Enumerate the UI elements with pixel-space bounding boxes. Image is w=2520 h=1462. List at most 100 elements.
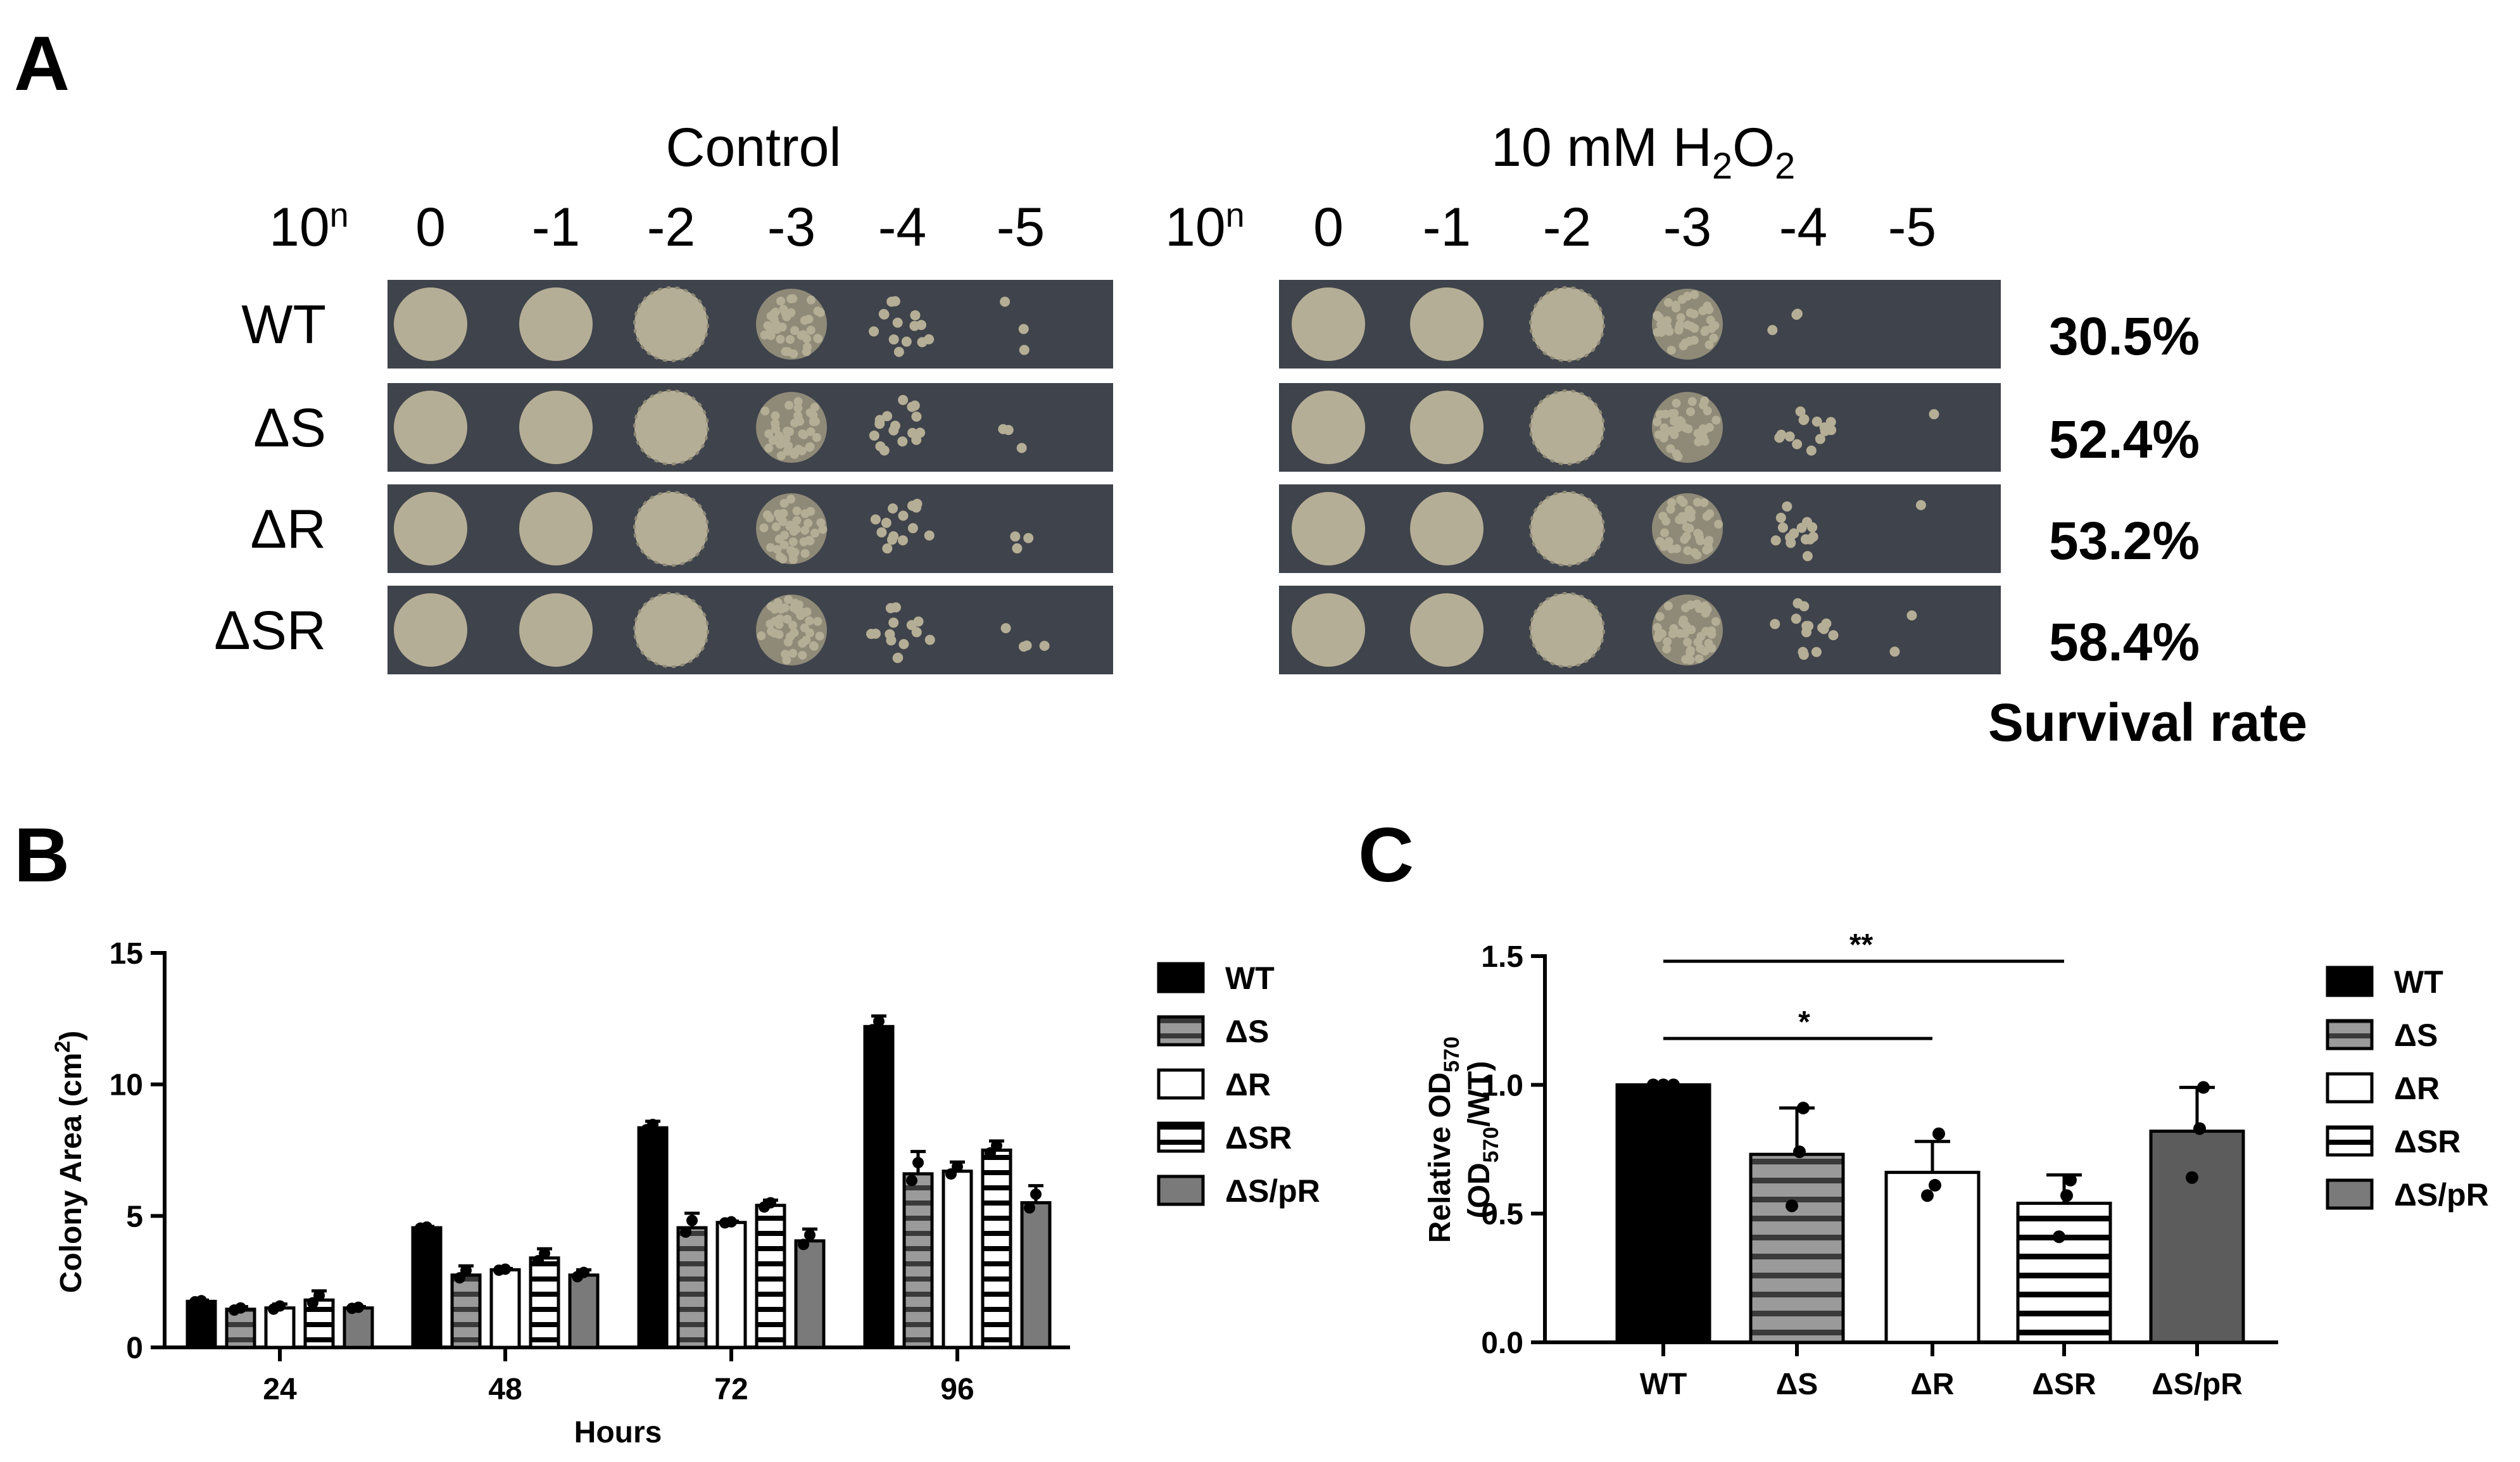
colony [1685, 308, 1695, 318]
colony [767, 326, 776, 336]
colony [1663, 602, 1673, 611]
colony [1654, 430, 1663, 439]
colony [1661, 517, 1671, 526]
colony [924, 530, 935, 541]
colony [779, 305, 788, 314]
chart-c-bar [1884, 1171, 1981, 1344]
colony [810, 417, 820, 426]
colony [1686, 600, 1696, 610]
chart-c-bar [2016, 1201, 2112, 1344]
colony [1703, 301, 1712, 311]
colony [1795, 406, 1806, 417]
colony [911, 411, 922, 422]
colony [915, 427, 926, 438]
colony [1653, 633, 1663, 643]
chart-b-bar [863, 1024, 895, 1349]
chart-b-point [1024, 1202, 1035, 1214]
survival-rates: 30.5% 52.4% 53.2% 58.4% [2049, 306, 2200, 672]
chart-b-point [454, 1272, 465, 1284]
legend-swatch [2326, 1178, 2374, 1210]
plate-row [387, 586, 1113, 674]
chart-b-point [229, 1304, 240, 1316]
panel-b: B 0 5 10 15 24 48 72 96 Hours Colony Area (cm2)… [14, 812, 1320, 1449]
chart-c-point [2193, 1122, 2206, 1135]
dilution-label-h2o2: -3 [1663, 197, 1711, 258]
chart-b-point [532, 1255, 544, 1267]
colony [1811, 416, 1822, 427]
colony [1661, 319, 1671, 329]
chart-b-point [680, 1226, 691, 1238]
colony [1704, 340, 1714, 350]
colony [1687, 397, 1697, 406]
colony [1663, 298, 1673, 307]
colony [803, 343, 812, 352]
colony [1660, 528, 1669, 538]
colony [1662, 644, 1672, 653]
colony [1777, 522, 1788, 533]
colony [1782, 501, 1792, 512]
colony [776, 605, 786, 614]
colony [786, 294, 796, 303]
colony [812, 432, 821, 442]
chart-b-bar [568, 1273, 600, 1349]
colony [800, 623, 809, 633]
chart-c-bar [1749, 1152, 1845, 1344]
chart-b-bar [637, 1126, 669, 1349]
colony [881, 517, 891, 528]
colony [1711, 415, 1721, 425]
chart-b-bar [264, 1306, 296, 1349]
colony [800, 549, 810, 558]
colony [1811, 646, 1822, 657]
chart-b-point [415, 1222, 426, 1234]
spot-lawn [634, 492, 708, 565]
survival-rate: 58.4% [2049, 612, 2200, 672]
colony [1701, 325, 1710, 335]
colony [1000, 623, 1011, 634]
plate-agar [387, 586, 1113, 674]
colony [1703, 406, 1712, 416]
colony [1021, 640, 1032, 651]
colony [788, 648, 798, 658]
h2o2-title-prefix: 10 mM H [1491, 117, 1712, 178]
spot-lawn [634, 593, 708, 667]
chart-b-point [945, 1168, 957, 1180]
colony [1682, 522, 1691, 532]
chart-b-point [1030, 1188, 1042, 1200]
colony [1655, 612, 1665, 621]
colony [876, 527, 887, 538]
colony [785, 335, 795, 344]
colony [1668, 629, 1677, 639]
spot-lawn [1530, 391, 1604, 464]
chart-b-point [873, 1015, 885, 1027]
colony [776, 451, 786, 460]
chart-b-ytick-label: 10 [110, 1069, 143, 1102]
colony [783, 426, 792, 436]
colony [1826, 425, 1837, 436]
colony [1799, 414, 1810, 425]
colony [907, 401, 917, 412]
chart-b-point [268, 1303, 279, 1315]
colony [1707, 643, 1717, 653]
chart-c-point [1657, 1078, 1670, 1092]
chart-b-point [313, 1289, 325, 1301]
colony [924, 634, 935, 645]
legend-label: ΔR [2394, 1071, 2440, 1106]
colony [1696, 536, 1705, 546]
chart-b-point [991, 1140, 1002, 1152]
chart-c-ytick-label: 0.5 [1481, 1198, 1523, 1232]
plate-row [387, 383, 1113, 472]
colony [1016, 443, 1027, 453]
colony [783, 347, 793, 356]
colony [775, 552, 784, 562]
colony [786, 632, 795, 641]
colony [1655, 410, 1665, 419]
spot-edge [633, 389, 709, 465]
colony [765, 619, 775, 629]
chart-b-point [686, 1214, 698, 1226]
spot-lawn [1292, 287, 1365, 361]
colony [874, 419, 885, 429]
spot-edge [1529, 491, 1605, 567]
plate-agar [1279, 484, 2001, 573]
colony [901, 336, 912, 347]
chart-c-point [1786, 1199, 1798, 1213]
